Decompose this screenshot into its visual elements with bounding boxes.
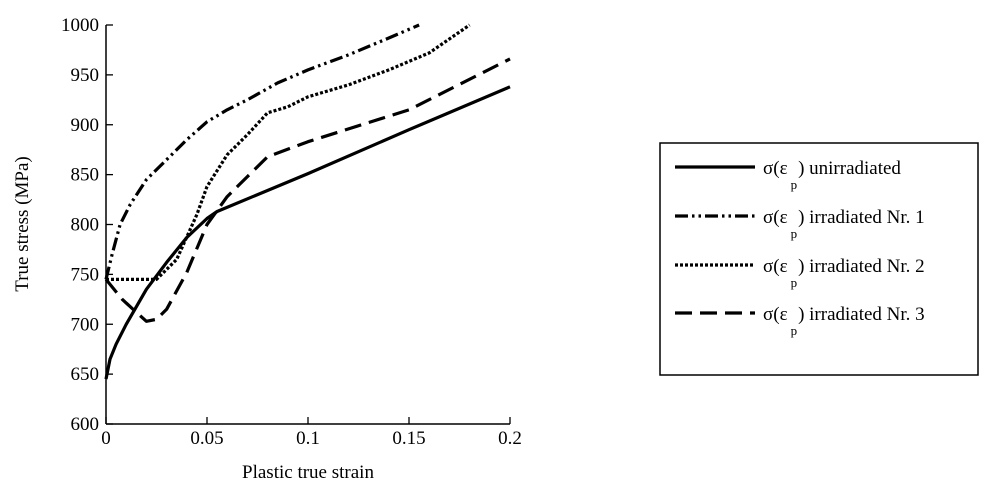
y-tick-label: 650 <box>71 364 100 385</box>
series-line-1 <box>104 85 511 380</box>
x-tick-label: 0.05 <box>190 428 223 449</box>
x-axis-title: Plastic true strain <box>242 462 374 483</box>
series-layer <box>104 23 511 380</box>
tick-labels: 0 0.05 0.1 0.15 0.2 600 650 700 750 800 850 900 950 1… <box>61 15 522 449</box>
legend-label-4: σ(εp) irradiated Nr. 3 <box>763 304 925 338</box>
x-tick-label: 0 <box>101 428 111 449</box>
y-tick-label: 900 <box>71 115 100 136</box>
x-tick-label: 0.1 <box>296 428 320 449</box>
legend-label-2: σ(εp) irradiated Nr. 1 <box>763 207 925 241</box>
y-tick-label: 950 <box>71 65 100 86</box>
legend-label-1: σ(εp) unirradiated <box>763 158 901 192</box>
legend-label-3: σ(εp) irradiated Nr. 2 <box>763 256 925 290</box>
legend-box <box>659 142 979 376</box>
y-tick-label: 850 <box>71 165 100 186</box>
y-tick-label: 600 <box>71 414 100 435</box>
series-line-3 <box>106 23 471 281</box>
plot-axes <box>105 24 511 425</box>
y-tick-label: 750 <box>71 264 100 285</box>
series-line-4 <box>104 57 511 323</box>
y-tick-label: 1000 <box>61 15 99 36</box>
x-tick-label: 0.15 <box>392 428 425 449</box>
legend: σ(εp) unirradiated σ(εp) irradiated Nr. 1… <box>659 142 979 376</box>
y-tick-label: 800 <box>71 215 100 236</box>
y-axis-title: True stress (MPa) <box>12 156 33 291</box>
series-line-2 <box>104 23 420 280</box>
y-tick-label: 700 <box>71 314 100 335</box>
x-tick-label: 0.2 <box>498 428 522 449</box>
